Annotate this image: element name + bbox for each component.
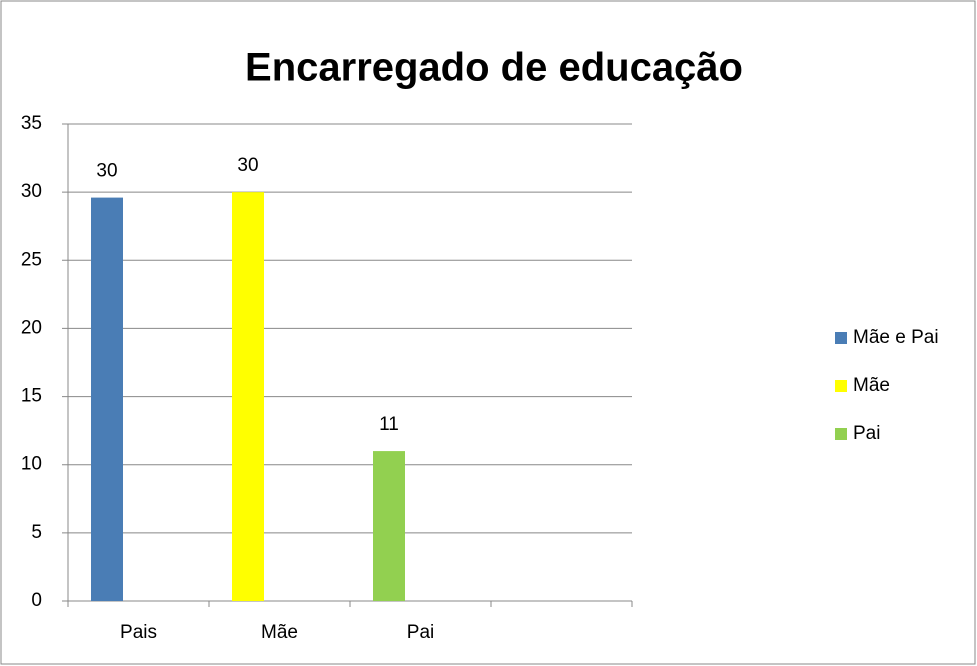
legend-swatch (835, 332, 847, 344)
bar (373, 451, 405, 601)
legend-swatch (835, 428, 847, 440)
y-tick-label: 15 (21, 386, 42, 407)
y-tick-label: 25 (21, 249, 42, 270)
bar (91, 197, 123, 601)
y-tick-label: 0 (31, 590, 42, 611)
y-tick-label: 20 (21, 317, 42, 338)
data-label: 30 (237, 155, 258, 176)
x-tick-label: Pais (120, 622, 157, 643)
y-tick-label: 30 (21, 181, 42, 202)
chart-title: Encarregado de educação (245, 46, 743, 90)
y-tick-label: 10 (21, 454, 42, 475)
x-tick-label: Pai (407, 622, 434, 643)
legend-swatch (835, 380, 847, 392)
y-tick-label: 5 (31, 522, 42, 543)
legend-label: Mãe e Pai (853, 327, 939, 348)
data-label: 11 (379, 414, 399, 435)
y-tick-label: 35 (21, 113, 42, 134)
data-label: 30 (96, 161, 117, 182)
x-tick-label: Mãe (261, 622, 298, 643)
legend-label: Mãe (853, 375, 890, 396)
legend-label: Pai (853, 423, 880, 444)
bar (232, 192, 264, 601)
